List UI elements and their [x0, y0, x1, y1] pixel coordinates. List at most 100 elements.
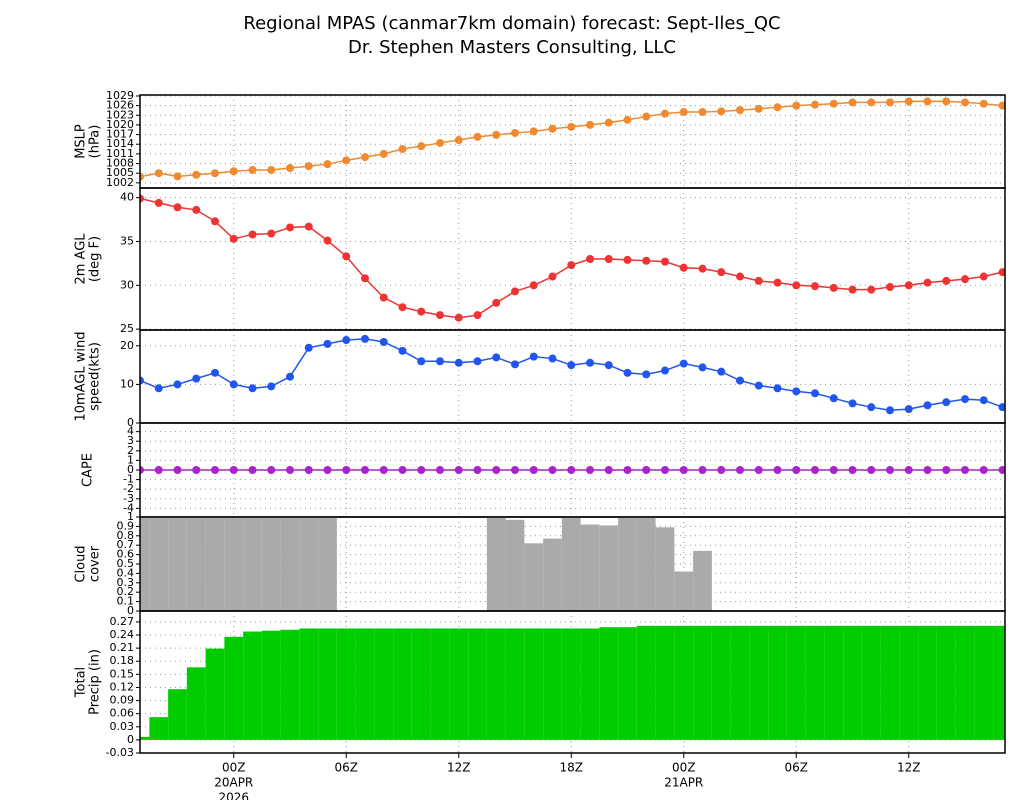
- y-tick-label: 4: [127, 425, 134, 438]
- marker: [192, 170, 201, 179]
- marker: [511, 360, 519, 369]
- marker: [548, 124, 557, 133]
- bar: [205, 648, 225, 740]
- y-axis-label: MSLP: [74, 124, 89, 159]
- marker: [154, 169, 163, 178]
- bar: [786, 625, 806, 740]
- marker: [361, 153, 369, 162]
- marker: [604, 361, 613, 370]
- marker: [886, 98, 894, 107]
- marker: [511, 128, 519, 137]
- marker: [454, 358, 463, 367]
- marker: [379, 293, 388, 302]
- marker: [211, 368, 219, 377]
- line: [140, 338, 1003, 412]
- bar: [524, 628, 544, 740]
- marker: [942, 276, 951, 285]
- bar: [318, 517, 337, 611]
- bar: [280, 629, 300, 740]
- marker: [511, 466, 519, 474]
- marker: [998, 268, 1005, 277]
- bar: [824, 625, 844, 740]
- marker: [792, 466, 801, 474]
- bar: [618, 627, 637, 740]
- marker: [473, 357, 482, 366]
- y-tick-label: -2: [123, 482, 134, 495]
- marker: [642, 370, 651, 379]
- bar: [168, 517, 187, 611]
- bar: [899, 625, 919, 740]
- marker: [379, 337, 388, 346]
- marker: [811, 282, 819, 291]
- marker: [379, 466, 388, 474]
- marker: [286, 466, 294, 474]
- x-tick-label: 12Z: [447, 761, 471, 775]
- panel-frame: [139, 610, 1006, 754]
- marker: [548, 272, 557, 281]
- bar: [449, 628, 469, 740]
- marker: [661, 109, 669, 118]
- marker: [267, 466, 276, 474]
- marker: [398, 145, 407, 154]
- marker: [586, 466, 594, 474]
- marker: [398, 346, 407, 355]
- marker: [286, 223, 294, 232]
- marker: [173, 380, 182, 389]
- marker: [304, 466, 313, 474]
- marker: [998, 101, 1005, 110]
- marker: [736, 466, 744, 474]
- marker: [529, 281, 538, 290]
- marker: [436, 138, 444, 147]
- y-tick-label: 1011: [106, 147, 134, 160]
- marker: [567, 466, 576, 474]
- marker: [286, 164, 294, 173]
- y-tick-label: 0: [127, 733, 134, 746]
- bar: [655, 527, 675, 611]
- marker: [229, 167, 238, 176]
- y-tick-label: 20: [120, 339, 134, 352]
- bar: [224, 517, 244, 611]
- y-tick-label: 1: [127, 510, 134, 523]
- marker: [586, 358, 594, 367]
- bar: [205, 517, 225, 611]
- y-tick-label: 0.1: [117, 595, 135, 608]
- y-tick-label: 0.8: [117, 529, 135, 542]
- marker: [323, 160, 332, 169]
- marker: [717, 268, 726, 277]
- marker: [361, 334, 369, 343]
- marker: [979, 99, 988, 108]
- y-tick-label: 0.12: [110, 680, 135, 693]
- y-axis-label: cover: [88, 545, 103, 582]
- marker: [154, 198, 163, 207]
- y-axis-label: Cloud: [74, 545, 89, 582]
- y-tick-label: 1005: [106, 166, 134, 179]
- bar: [543, 628, 562, 740]
- marker: [829, 394, 838, 403]
- x-tick-label: 12Z: [897, 761, 921, 775]
- marker: [623, 466, 632, 474]
- marker: [698, 108, 707, 117]
- bar: [561, 628, 581, 740]
- bar: [730, 625, 750, 740]
- y-tick-label: 1002: [106, 176, 134, 189]
- x-tick-label: 00Z: [672, 761, 696, 775]
- bar: [355, 628, 375, 740]
- marker: [754, 104, 763, 113]
- y-tick-label: 10: [120, 377, 134, 390]
- marker: [140, 194, 144, 203]
- marker: [286, 372, 294, 381]
- marker: [436, 357, 444, 366]
- bar: [580, 524, 600, 611]
- bar: [505, 628, 525, 740]
- bar: [974, 625, 994, 740]
- y-tick-label: 0.27: [110, 615, 135, 628]
- marker: [979, 396, 988, 405]
- panel: [140, 330, 1005, 423]
- marker: [717, 107, 726, 116]
- bar: [486, 517, 506, 611]
- marker: [454, 313, 463, 322]
- bar: [318, 628, 337, 740]
- bar: [149, 717, 169, 740]
- y-tick-label: 0.9: [117, 519, 135, 532]
- chart-subtitle: Dr. Stephen Masters Consulting, LLC: [348, 37, 676, 58]
